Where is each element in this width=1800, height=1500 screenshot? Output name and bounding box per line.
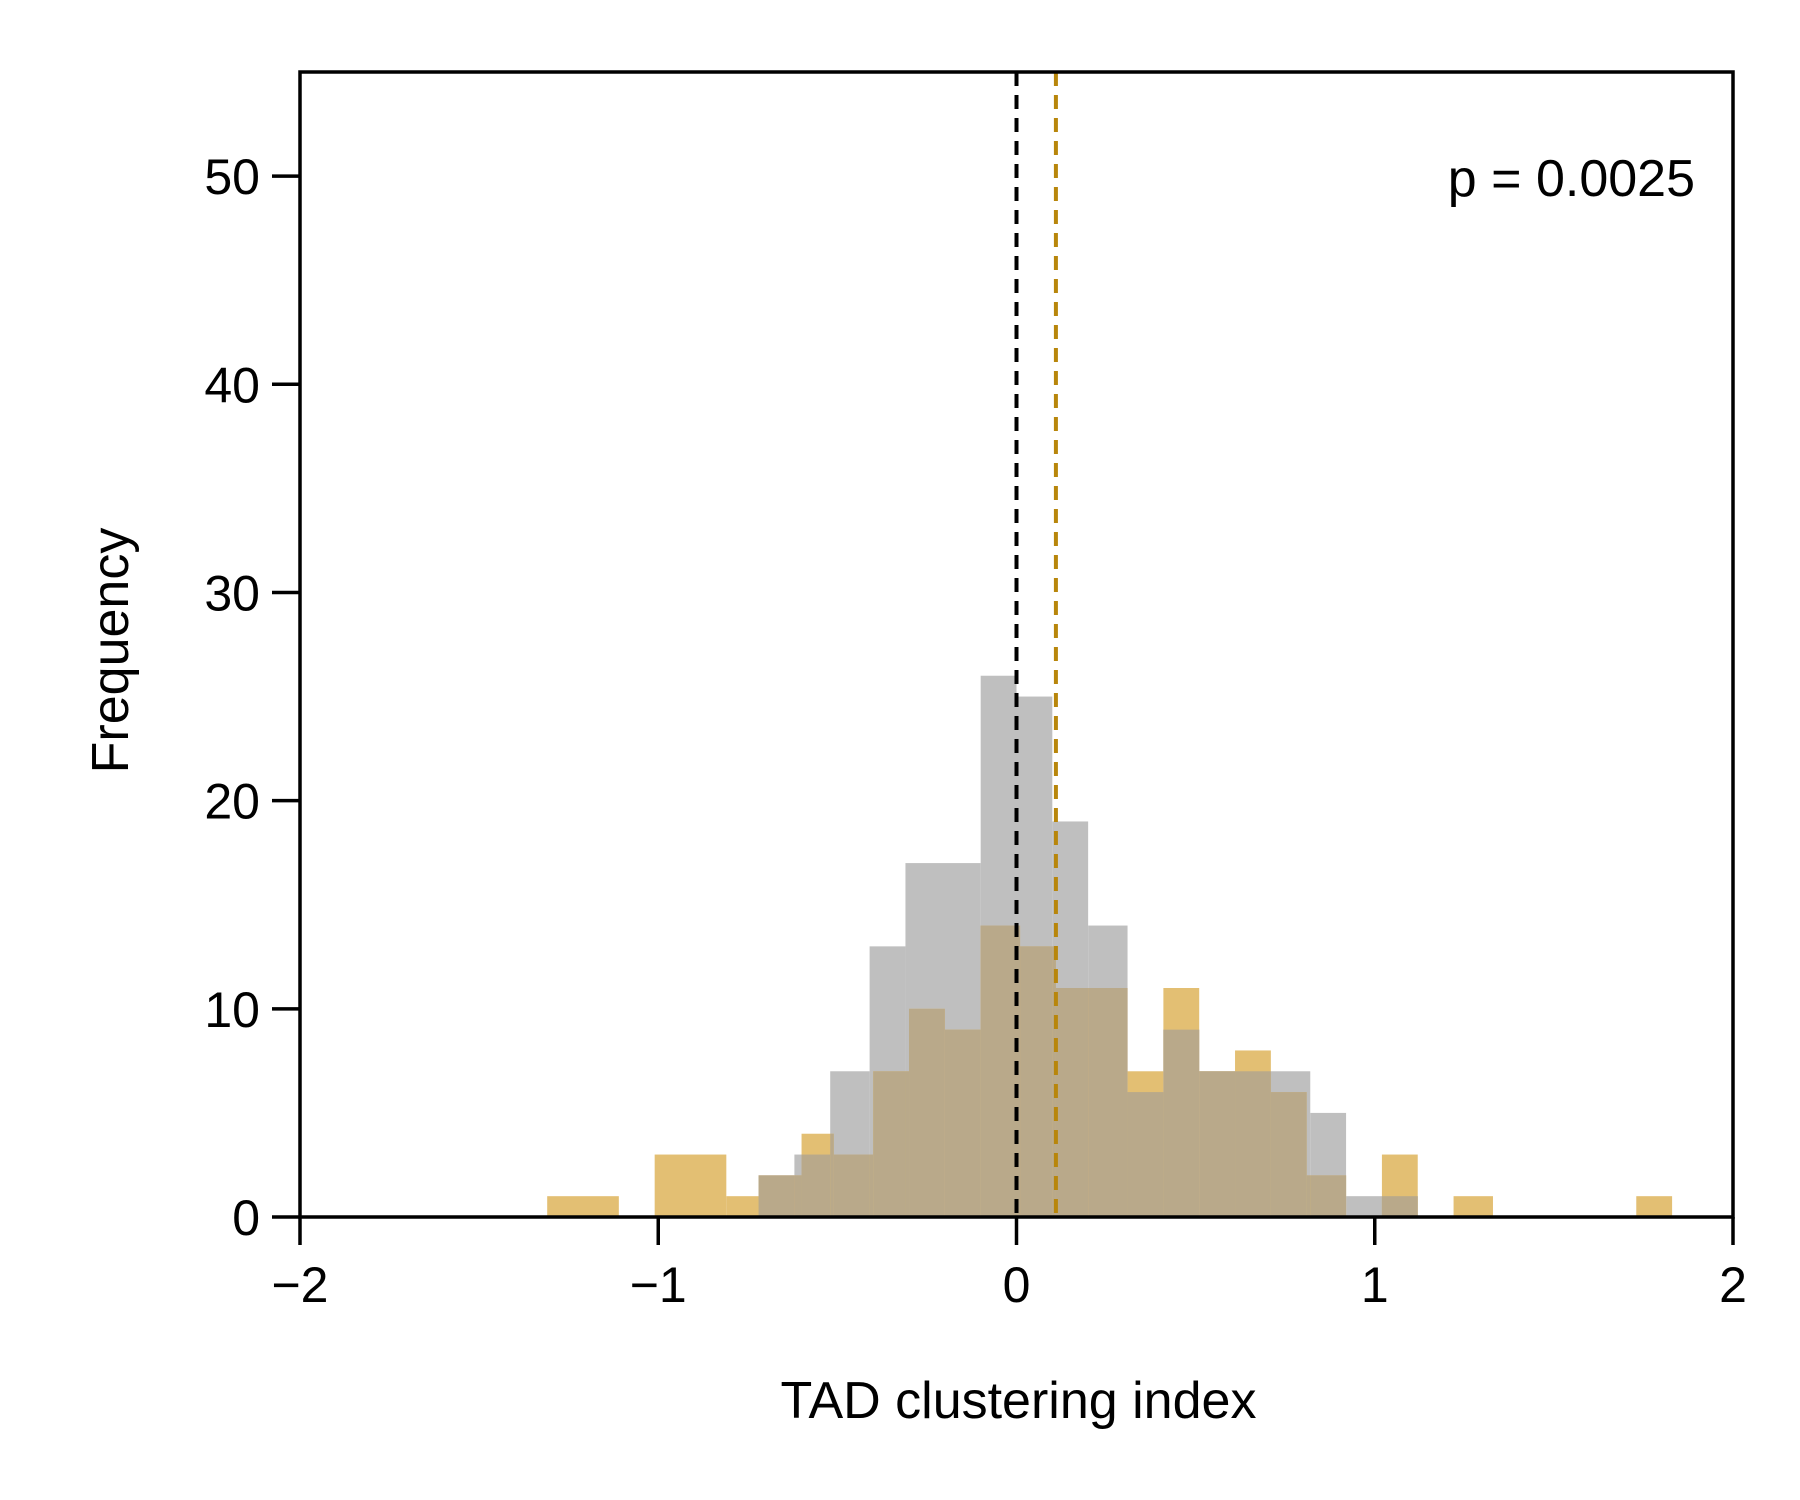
overlap-histogram-bar [794, 1175, 802, 1217]
overlap-histogram-bar [1088, 988, 1128, 1217]
y-axis-label: Frequency [82, 528, 140, 774]
y-tick-label: 40 [204, 357, 260, 413]
overlap-histogram-bar [1381, 1196, 1418, 1217]
overlap-histogram-bar [944, 1029, 981, 1217]
overlap-histogram-bar [830, 1133, 834, 1217]
gold-histogram-bar [654, 1154, 727, 1217]
overlap-histogram-bar [1020, 946, 1053, 1217]
overlap-histogram-bar [801, 1154, 831, 1217]
y-tick-label: 0 [232, 1190, 260, 1246]
x-tick-label: −1 [630, 1257, 687, 1313]
x-axis-ticks: −2 −1 0 1 2 [271, 1217, 1747, 1313]
overlap-histogram-bar [869, 1154, 874, 1217]
overlap-histogram-bar [1270, 1092, 1307, 1217]
mean-lines [1014, 72, 1058, 1217]
gold-histogram-bar [547, 1196, 619, 1217]
overlap-histogram-bar [909, 1008, 945, 1217]
overlap-histogram-bar [1199, 1071, 1236, 1217]
overlap-histogram-bar [1127, 1092, 1164, 1217]
overlap-histogram-bar [758, 1175, 795, 1217]
overlap-histogram-bar [905, 1071, 910, 1217]
gold-histogram-bar [726, 1196, 759, 1217]
overlap-histogram-bar [1052, 946, 1056, 1217]
x-tick-label: 0 [1003, 1257, 1031, 1313]
histogram-bars [547, 675, 1673, 1217]
overlap-histogram-bar [1306, 1175, 1311, 1217]
overlap-histogram-bar [1163, 1029, 1200, 1217]
overlap-histogram-bar [873, 1071, 906, 1217]
x-axis-label: TAD clustering index [781, 1372, 1257, 1430]
y-tick-label: 50 [204, 149, 260, 205]
y-axis-ticks: 0 10 20 30 40 50 [204, 149, 300, 1246]
y-tick-label: 10 [204, 982, 260, 1038]
overlap-histogram-bar [1055, 988, 1089, 1217]
x-tick-label: 1 [1361, 1257, 1389, 1313]
p-value-annotation: p = 0.0025 [1448, 150, 1695, 208]
overlap-histogram-bar [1235, 1071, 1271, 1217]
x-tick-label: 2 [1719, 1257, 1747, 1313]
overlap-histogram-bar [833, 1154, 870, 1217]
overlap-histogram-bar [980, 925, 1017, 1217]
y-tick-label: 20 [204, 774, 260, 830]
x-tick-label: −2 [271, 1257, 328, 1313]
gold-histogram-bar [1636, 1196, 1673, 1217]
y-tick-label: 30 [204, 565, 260, 621]
overlap-histogram-bar [1310, 1175, 1347, 1217]
gold-histogram-bar [1453, 1196, 1493, 1217]
